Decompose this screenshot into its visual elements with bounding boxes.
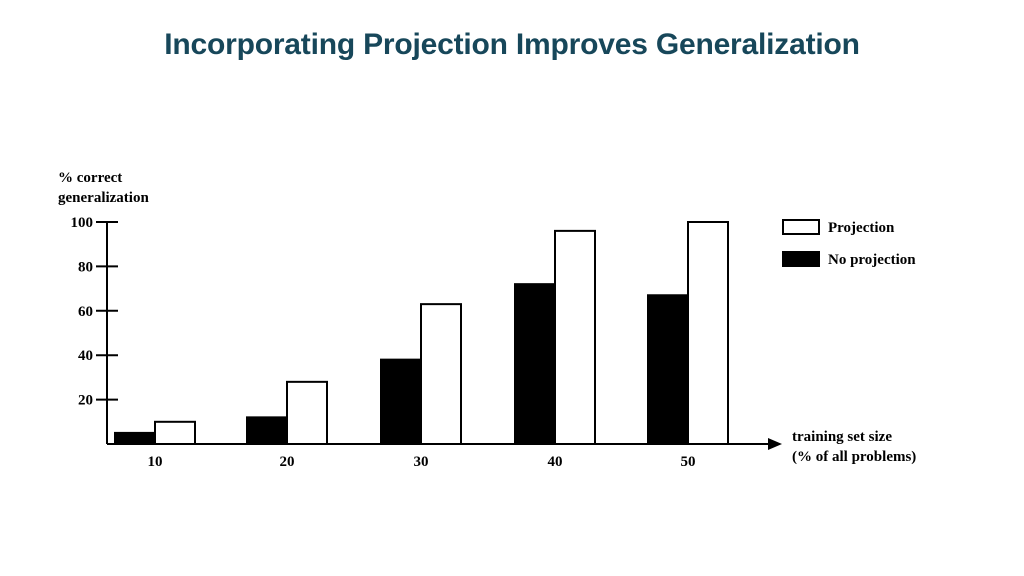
x-tick-label: 50 [681, 454, 696, 470]
bar-no-projection [380, 358, 422, 446]
x-axis-label-line1: training set size [792, 429, 892, 445]
bar-no-projection [647, 294, 689, 446]
slide-title: Incorporating Projection Improves Genera… [164, 28, 860, 61]
legend-label: Projection [828, 220, 895, 236]
y-tick-label: 40 [78, 348, 93, 364]
legend: Projection No projection [782, 219, 916, 268]
bar-projection [554, 229, 596, 445]
bar-no-projection [514, 283, 556, 445]
legend-swatch [782, 219, 820, 235]
bar-projection [286, 380, 328, 445]
y-tick-label: 20 [78, 393, 93, 409]
bar-no-projection [114, 431, 156, 445]
y-axis-label-line2: generalization [58, 190, 149, 206]
bar-no-projection [246, 416, 288, 445]
y-tick-label: 100 [71, 215, 94, 231]
bar-projection [154, 420, 196, 445]
legend-label: No projection [828, 252, 916, 268]
y-tick-label: 60 [78, 304, 93, 320]
x-tick-label: 10 [148, 454, 163, 470]
x-tick-label: 40 [548, 454, 563, 470]
bar-projection [687, 221, 729, 445]
bar-projection [420, 303, 462, 446]
y-axis-label-line1: % correct [58, 170, 122, 186]
y-tick-label: 80 [78, 259, 93, 275]
x-tick-label: 30 [414, 454, 429, 470]
x-tick-label: 20 [280, 454, 295, 470]
x-axis-label-line2: (% of all problems) [792, 449, 916, 465]
legend-swatch [782, 251, 820, 267]
x-axis-arrow-icon [768, 438, 782, 450]
